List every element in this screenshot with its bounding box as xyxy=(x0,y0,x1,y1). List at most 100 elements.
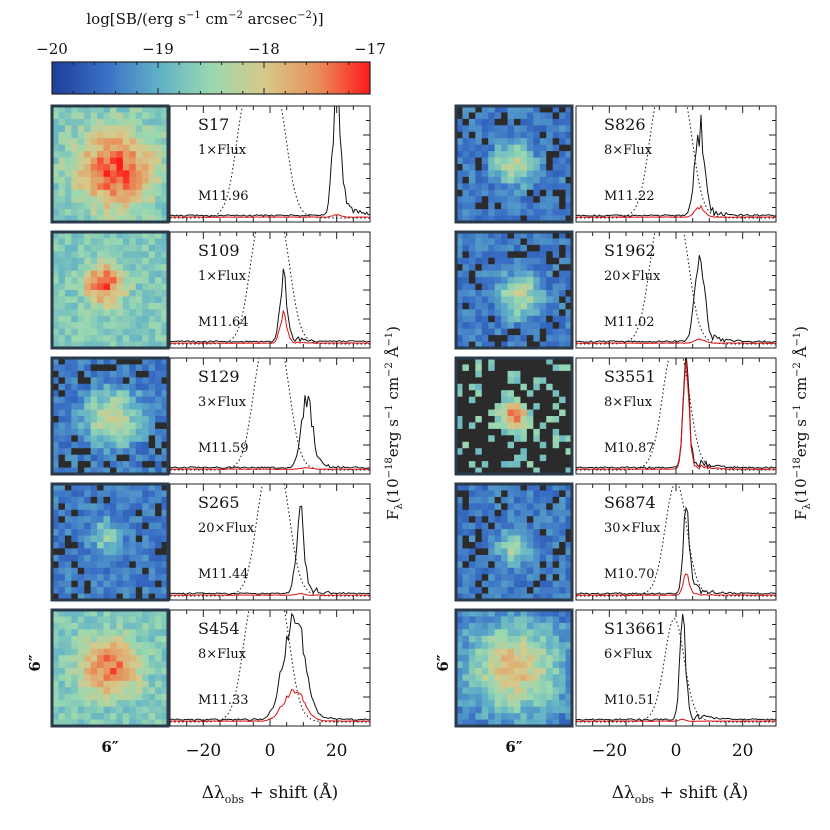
map-pixel xyxy=(122,157,130,165)
map-pixel xyxy=(481,131,489,139)
map-pixel xyxy=(462,202,470,210)
map-pixel xyxy=(539,302,547,310)
map-pixel xyxy=(462,196,470,204)
map-pixel xyxy=(52,309,59,317)
map-pixel xyxy=(488,655,496,662)
surface-brightness-map xyxy=(52,358,169,475)
colorbar-tick-label: −19 xyxy=(142,40,174,58)
map-pixel xyxy=(514,593,521,601)
map-pixel xyxy=(552,189,560,197)
map-pixel xyxy=(539,593,547,601)
map-pixel xyxy=(161,302,169,310)
map-pixel xyxy=(155,238,162,246)
map-pixel xyxy=(116,467,124,475)
map-pixel xyxy=(64,719,72,727)
map-pixel xyxy=(161,561,169,569)
map-pixel xyxy=(97,144,104,152)
map-pixel xyxy=(507,719,515,727)
map-pixel xyxy=(122,112,130,120)
map-pixel xyxy=(142,209,150,216)
map-pixel xyxy=(58,390,66,398)
map-pixel xyxy=(462,668,470,675)
map-pixel xyxy=(494,509,502,517)
map-pixel xyxy=(110,170,117,178)
map-pixel xyxy=(52,409,59,417)
map-pixel xyxy=(90,422,98,430)
map-pixel xyxy=(90,377,98,385)
map-pixel xyxy=(475,616,483,624)
map-pixel xyxy=(84,390,92,398)
map-pixel xyxy=(103,341,111,349)
map-pixel xyxy=(488,209,496,216)
map-pixel xyxy=(494,693,502,701)
map-pixel xyxy=(97,257,104,265)
map-pixel xyxy=(559,118,566,126)
map-pixel xyxy=(507,309,515,317)
map-pixel xyxy=(546,283,554,291)
map-pixel xyxy=(71,302,79,310)
map-pixel xyxy=(520,283,528,291)
map-pixel xyxy=(546,396,554,404)
map-pixel xyxy=(520,700,528,708)
map-pixel xyxy=(494,561,502,569)
map-pixel xyxy=(533,341,541,349)
map-pixel xyxy=(456,335,463,342)
map-pixel xyxy=(84,428,92,436)
map-pixel xyxy=(110,661,117,669)
map-pixel xyxy=(539,484,547,491)
map-pixel xyxy=(116,655,124,662)
map-pixel xyxy=(481,622,489,630)
map-pixel xyxy=(52,215,59,223)
map-pixel xyxy=(462,118,470,126)
map-pixel xyxy=(462,409,470,417)
map-pixel xyxy=(84,516,92,524)
map-pixel xyxy=(84,244,92,252)
map-pixel xyxy=(475,719,483,727)
map-pixel xyxy=(148,335,156,342)
map-pixel xyxy=(475,535,483,543)
map-pixel xyxy=(539,567,547,575)
map-pixel xyxy=(462,138,470,146)
map-pixel xyxy=(77,535,85,543)
map-pixel xyxy=(514,490,521,498)
map-pixel xyxy=(514,422,521,430)
map-pixel xyxy=(142,144,150,152)
map-pixel xyxy=(64,125,72,133)
map-pixel xyxy=(462,264,470,272)
map-pixel xyxy=(52,209,59,216)
map-pixel xyxy=(494,674,502,682)
map-pixel xyxy=(135,554,143,562)
map-pixel xyxy=(565,309,573,317)
map-pixel xyxy=(77,616,85,624)
map-pixel xyxy=(565,561,573,569)
map-pixel xyxy=(135,170,143,178)
map-pixel xyxy=(122,661,130,669)
map-pixel xyxy=(559,322,566,330)
map-pixel xyxy=(494,251,502,259)
map-pixel xyxy=(64,416,72,423)
map-pixel xyxy=(507,125,515,133)
map-pixel xyxy=(488,428,496,436)
source-id-label: S129 xyxy=(198,367,240,386)
map-pixel xyxy=(155,296,162,304)
map-pixel xyxy=(97,467,104,475)
map-pixel xyxy=(64,509,72,517)
map-pixel xyxy=(546,422,554,430)
map-pixel xyxy=(539,700,547,708)
map-pixel xyxy=(84,574,92,582)
map-pixel xyxy=(462,170,470,178)
map-pixel xyxy=(501,428,508,436)
map-pixel xyxy=(148,635,156,643)
map-pixel xyxy=(103,106,111,113)
map-pixel xyxy=(142,422,150,430)
map-pixel xyxy=(58,542,66,549)
map-pixel xyxy=(462,713,470,720)
map-pixel xyxy=(481,112,489,120)
map-pixel xyxy=(559,467,566,475)
map-pixel xyxy=(64,131,72,139)
map-pixel xyxy=(71,441,79,449)
map-pixel xyxy=(148,435,156,443)
map-pixel xyxy=(58,315,66,323)
map-pixel xyxy=(148,467,156,475)
map-pixel xyxy=(546,144,554,152)
